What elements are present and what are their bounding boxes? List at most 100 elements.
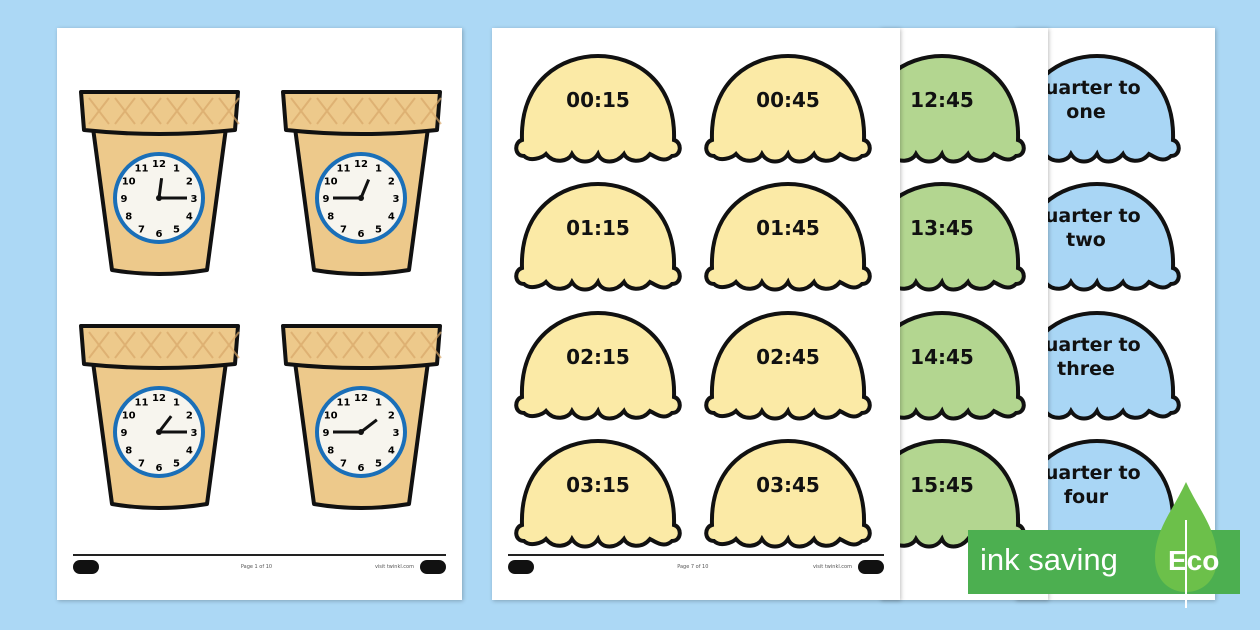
page-number: Page 7 of 10 xyxy=(677,564,709,570)
site-link: visit twinkl.com xyxy=(812,564,852,570)
svg-text:1: 1 xyxy=(173,398,180,409)
card-label: 00:15 xyxy=(566,88,630,112)
scoop-card: 12:45 xyxy=(880,50,1028,168)
svg-text:6: 6 xyxy=(358,463,365,474)
digital-card-page: 00:15 00:45 01:15 01:45 02:15 02:45 03:15 03:45… xyxy=(492,28,900,600)
card-label: quarter to two xyxy=(1031,205,1141,251)
svg-text:5: 5 xyxy=(173,224,180,235)
card-label: quarter to three xyxy=(1031,334,1141,380)
svg-text:3: 3 xyxy=(191,194,198,205)
card-label: 03:15 xyxy=(566,473,630,497)
svg-text:11: 11 xyxy=(135,164,149,175)
card-label: 00:45 xyxy=(756,88,820,112)
svg-text:2: 2 xyxy=(388,411,395,422)
svg-text:1: 1 xyxy=(375,164,382,175)
svg-text:8: 8 xyxy=(125,212,132,223)
card-label: 01:15 xyxy=(566,216,630,240)
svg-text:2: 2 xyxy=(186,177,193,188)
svg-text:9: 9 xyxy=(121,428,128,439)
svg-text:10: 10 xyxy=(324,177,338,188)
clock-page: 1 2 3 4 5 6 7 8 9 10 11 12 1 2 3 4 5 6 7 8 9 10 11 12 1 2 3 4 5 6 7 8 9 1… xyxy=(57,28,462,600)
green-card-page: 12:45 13:45 14:45 15:45 xyxy=(880,28,1048,600)
card-label: quarter to one xyxy=(1031,77,1141,123)
scoop-card: quarter to one xyxy=(1015,50,1183,168)
scoop-card: 14:45 xyxy=(880,307,1028,425)
svg-text:12: 12 xyxy=(354,159,368,170)
scoop-card: 01:45 xyxy=(702,178,874,296)
badge-text: ink saving xyxy=(980,542,1118,577)
scoop-card: quarter to four xyxy=(1015,435,1183,553)
svg-text:7: 7 xyxy=(340,224,347,235)
svg-text:3: 3 xyxy=(191,428,198,439)
card-label: 12:45 xyxy=(910,88,974,112)
svg-text:4: 4 xyxy=(186,212,193,223)
svg-text:9: 9 xyxy=(323,194,330,205)
page-footer: Page 7 of 10 visit twinkl.com xyxy=(508,554,884,580)
svg-text:4: 4 xyxy=(388,446,395,457)
scoop-card: 13:45 xyxy=(880,178,1028,296)
scoop-card: 03:45 xyxy=(702,435,874,553)
svg-text:7: 7 xyxy=(340,458,347,469)
svg-text:4: 4 xyxy=(388,212,395,223)
scoop-card: 02:15 xyxy=(512,307,684,425)
page-footer: Page 1 of 10 visit twinkl.com xyxy=(73,554,446,580)
hour-hand xyxy=(157,177,164,199)
svg-text:8: 8 xyxy=(327,212,334,223)
hour-hand xyxy=(359,178,371,199)
svg-text:11: 11 xyxy=(135,398,149,409)
scoop-card: 01:15 xyxy=(512,178,684,296)
scoop-card: quarter to three xyxy=(1015,307,1183,425)
svg-text:12: 12 xyxy=(152,159,166,170)
scoop-card: 03:15 xyxy=(512,435,684,553)
scoop-card: 00:45 xyxy=(702,50,874,168)
svg-text:1: 1 xyxy=(375,398,382,409)
scoop-card: 15:45 xyxy=(880,435,1028,553)
svg-text:4: 4 xyxy=(186,446,193,457)
svg-text:9: 9 xyxy=(121,194,128,205)
svg-text:12: 12 xyxy=(354,393,368,404)
eco-label: Eco xyxy=(1168,545,1220,576)
card-label: quarter to four xyxy=(1031,462,1141,508)
twinkl-logo xyxy=(420,560,446,574)
twinkl-logo xyxy=(858,560,884,574)
svg-text:5: 5 xyxy=(173,458,180,469)
ink-saving-badge: ink saving Eco xyxy=(968,482,1240,608)
hour-hand xyxy=(157,415,173,433)
svg-text:6: 6 xyxy=(156,463,163,474)
svg-text:7: 7 xyxy=(138,458,145,469)
svg-text:9: 9 xyxy=(323,428,330,439)
card-label: 02:15 xyxy=(566,345,630,369)
svg-text:5: 5 xyxy=(375,224,382,235)
hour-hand xyxy=(360,418,378,434)
svg-text:3: 3 xyxy=(393,428,400,439)
svg-text:10: 10 xyxy=(122,177,136,188)
svg-text:3: 3 xyxy=(393,194,400,205)
svg-text:11: 11 xyxy=(337,164,351,175)
svg-text:7: 7 xyxy=(138,224,145,235)
card-label: 14:45 xyxy=(910,345,974,369)
card-label: 02:45 xyxy=(756,345,820,369)
svg-text:8: 8 xyxy=(125,446,132,457)
svg-text:2: 2 xyxy=(388,177,395,188)
svg-text:6: 6 xyxy=(358,229,365,240)
svg-text:2: 2 xyxy=(186,411,193,422)
twinkl-logo xyxy=(508,560,534,574)
blue-card-page: quarter to one quarter to two quarter to t… xyxy=(1015,28,1215,600)
svg-text:10: 10 xyxy=(122,411,136,422)
card-label: 15:45 xyxy=(910,473,974,497)
svg-text:11: 11 xyxy=(337,398,351,409)
twinkl-logo xyxy=(73,560,99,574)
card-label: 13:45 xyxy=(910,216,974,240)
card-label: 01:45 xyxy=(756,216,820,240)
leaf-icon xyxy=(1155,482,1217,608)
svg-text:5: 5 xyxy=(375,458,382,469)
svg-text:12: 12 xyxy=(152,393,166,404)
scoop-card: 00:15 xyxy=(512,50,684,168)
svg-text:8: 8 xyxy=(327,446,334,457)
site-link: visit twinkl.com xyxy=(374,564,414,570)
scoop-card: 02:45 xyxy=(702,307,874,425)
